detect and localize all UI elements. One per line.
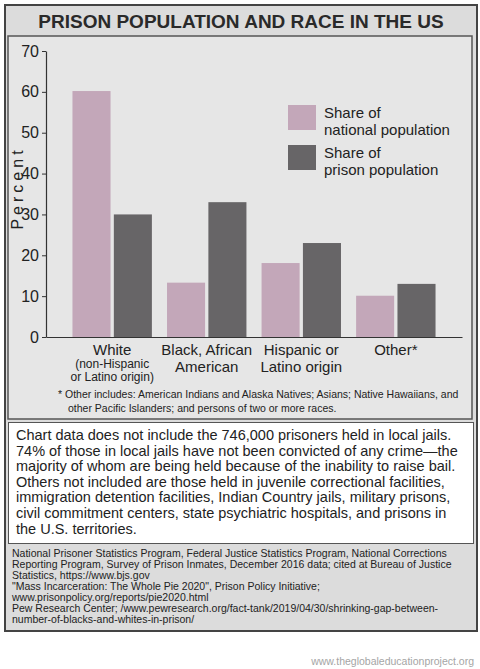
bar (72, 91, 110, 337)
text-line: or Latino origin) (70, 370, 153, 384)
y-tick-mark (42, 337, 46, 338)
sources: National Prisoner Statistics Program, Fe… (6, 544, 476, 630)
bar (356, 296, 394, 337)
y-tick-label: 0 (30, 329, 39, 346)
legend-swatch (288, 145, 316, 170)
x-tick-label: Hispanic orLatino origin (260, 341, 342, 375)
x-axis: White(non-Hispanicor Latino origin)Black… (47, 338, 463, 385)
text-line: Share of (324, 104, 382, 121)
y-tick-mark (42, 255, 46, 256)
title: PRISON POPULATION AND RACE IN THE US (38, 11, 443, 32)
text-line: Share of (324, 144, 382, 161)
y-tick-label: 20 (21, 247, 39, 264)
bar (262, 263, 300, 337)
text-line: prison population (324, 161, 438, 178)
chart: PRISON POPULATION AND RACE IN THE US 0 10 2… (6, 6, 476, 422)
bar (167, 283, 205, 337)
bar (208, 202, 246, 337)
credit: www.theglobaleducationproject.org (311, 655, 474, 667)
legend-swatch (288, 105, 316, 130)
y-tick-mark (42, 133, 46, 134)
note: Chart data does not include the 746,000 … (8, 422, 474, 544)
legend-label: Share ofprison population (324, 144, 438, 178)
bar (397, 284, 435, 337)
bar (303, 243, 341, 337)
y-tick-mark (42, 92, 46, 93)
text-line: other Pacific Islanders; and persons of … (68, 402, 336, 414)
text-line: national population (324, 121, 450, 138)
text-line: Black, African (161, 341, 252, 358)
text-line: Hispanic or (264, 341, 339, 358)
y-tick-label: 70 (21, 43, 39, 60)
text-line: Other* (374, 341, 418, 358)
x-tick: Other* (374, 341, 418, 358)
y-tick: 20 (21, 247, 46, 264)
y-tick: 50 (21, 124, 46, 141)
y-tick-label: 50 (21, 124, 39, 141)
x-tick: White(non-Hispanicor Latino origin) (70, 341, 153, 384)
x-tick-label: White (93, 341, 131, 358)
x-tick: Hispanic orLatino origin (260, 341, 342, 375)
x-tick-sublabel: (non-Hispanicor Latino origin) (70, 357, 153, 384)
y-tick-label: 10 (21, 288, 39, 305)
y-tick-mark (42, 51, 46, 52)
text-line: (non-Hispanic (75, 357, 149, 371)
x-axis-line (47, 337, 463, 338)
x-tick: Black, AfricanAmerican (161, 341, 252, 375)
y-tick-mark (42, 296, 46, 297)
y-tick: 70 (21, 43, 46, 60)
y-tick: 0 (30, 329, 46, 346)
frame: PRISON POPULATION AND RACE IN THE US 0 10 2… (4, 4, 478, 632)
source: Pew Research Center; /www.pewresearch.or… (12, 603, 470, 625)
text-line: White (93, 341, 131, 358)
legend: Share ofnational populationShare ofpriso… (288, 104, 450, 178)
text-line: American (175, 358, 238, 375)
x-tick-label: Black, AfricanAmerican (161, 341, 252, 375)
source: "Mass Incarceration: The Whole Pie 2020"… (12, 581, 470, 603)
y-axis-line (46, 52, 47, 338)
text-line: Latino origin (260, 358, 342, 375)
y-tick: 60 (21, 83, 46, 100)
y-tick-mark (42, 174, 46, 175)
source: National Prisoner Statistics Program, Fe… (12, 548, 470, 581)
x-tick-label: Other* (374, 341, 418, 358)
y-axis-title: Percent (9, 146, 26, 229)
chart-panel (8, 36, 472, 419)
bar (114, 214, 152, 337)
legend-label: Share ofnational population (324, 104, 450, 138)
text-line: * Other includes: American Indians and A… (58, 388, 459, 400)
footnote: * Other includes: American Indians and A… (58, 388, 459, 414)
y-tick-label: 60 (21, 83, 39, 100)
y-tick-mark (42, 214, 46, 215)
y-tick: 10 (21, 288, 46, 305)
